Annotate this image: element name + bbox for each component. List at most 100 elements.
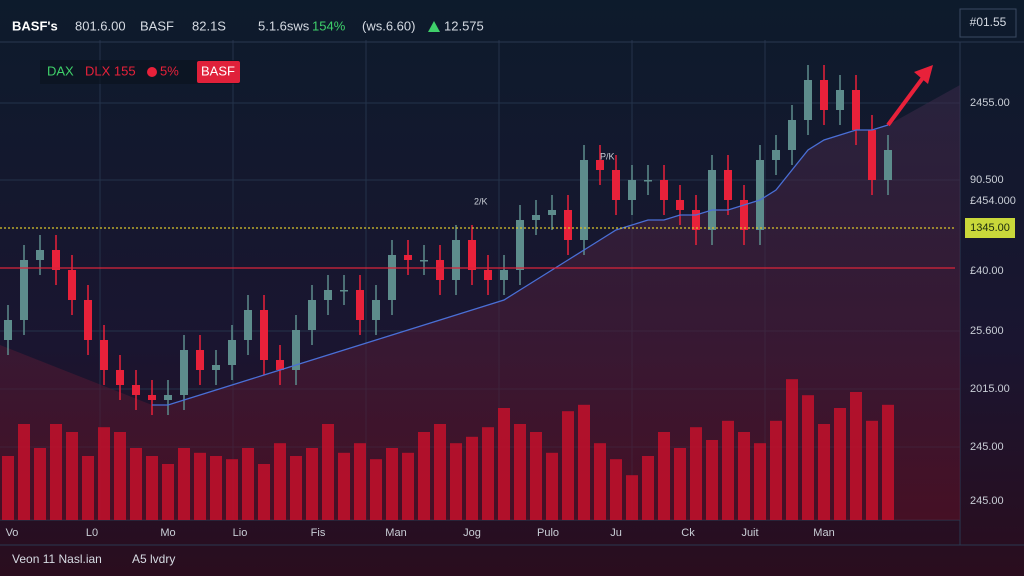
- volume-bar: [338, 452, 350, 520]
- volume-bar: [434, 424, 446, 520]
- x-label: Pulo: [537, 527, 559, 539]
- trend-arrow: [886, 73, 927, 127]
- axis-label: £454.000: [970, 195, 1016, 207]
- footer-item: Veon 11 Nasl.ian: [12, 552, 102, 566]
- level-label: 1345.00: [970, 222, 1010, 234]
- volume-bar: [866, 420, 878, 520]
- candle-body: [324, 290, 332, 300]
- volume-bar: [82, 456, 94, 520]
- annotation: P/K: [600, 151, 615, 161]
- volume-bar: [818, 424, 830, 520]
- candle-body: [724, 170, 732, 200]
- volume-bar: [514, 424, 526, 520]
- candle-body: [548, 210, 556, 215]
- candle-body: [596, 160, 604, 170]
- candle-body: [500, 270, 508, 280]
- volume-bar: [450, 443, 462, 520]
- x-label: Man: [813, 527, 834, 539]
- volume-bar: [674, 448, 686, 520]
- ma-line: [152, 124, 889, 406]
- axis-label: £40.00: [970, 265, 1004, 277]
- legend-item: 5%: [160, 63, 179, 78]
- corner-label: #01.55: [970, 15, 1007, 29]
- volume-bar: [210, 456, 222, 520]
- candle-body: [644, 180, 652, 182]
- candle-body: [404, 255, 412, 260]
- candle-body: [52, 250, 60, 270]
- volume-bar: [306, 448, 318, 520]
- volume-bar: [786, 379, 798, 520]
- axis-label: 2455.00: [970, 97, 1010, 109]
- volume-bar: [466, 436, 478, 520]
- candle-body: [292, 330, 300, 370]
- candle-body: [148, 395, 156, 400]
- candle-body: [628, 180, 636, 200]
- volume-bar: [34, 448, 46, 520]
- header-item: 801.6.00: [75, 18, 126, 33]
- volume-bar: [226, 459, 238, 520]
- candle-body: [196, 350, 204, 370]
- volume-bar: [402, 452, 414, 520]
- candle-body: [116, 370, 124, 385]
- candle-body: [372, 300, 380, 320]
- volume-bar: [114, 432, 126, 520]
- candle-body: [852, 90, 860, 130]
- x-label: Vo: [6, 527, 19, 539]
- volume-bar: [706, 440, 718, 520]
- candle-body: [532, 215, 540, 220]
- candle-body: [356, 290, 364, 320]
- ma-area: [0, 85, 960, 520]
- x-label: Juit: [741, 527, 758, 539]
- volume-bar: [546, 452, 558, 520]
- candle-body: [692, 210, 700, 230]
- candle-body: [516, 220, 524, 270]
- candle-body: [436, 260, 444, 280]
- legend-dot: [147, 67, 157, 77]
- x-label: Lio: [233, 527, 248, 539]
- candle-body: [420, 260, 428, 262]
- candle-body: [836, 90, 844, 110]
- candle-body: [228, 340, 236, 365]
- candle-body: [580, 160, 588, 240]
- axis-label: 245.00: [970, 441, 1004, 453]
- candle-body: [740, 200, 748, 230]
- header-item: 82.1S: [192, 18, 226, 33]
- candle-body: [132, 385, 140, 395]
- candle-body: [276, 360, 284, 370]
- x-label: L0: [86, 527, 98, 539]
- x-label: Man: [385, 527, 406, 539]
- volume-bar: [626, 475, 638, 520]
- volume-bar: [850, 392, 862, 520]
- candle-body: [340, 290, 348, 292]
- candle-body: [68, 270, 76, 300]
- candle-body: [820, 80, 828, 110]
- axis-label: 90.500: [970, 174, 1004, 186]
- candle-body: [484, 270, 492, 280]
- annotation: 2/K: [474, 196, 488, 206]
- candle-body: [884, 150, 892, 180]
- x-label: Mo: [160, 527, 175, 539]
- volume-bar: [482, 427, 494, 520]
- volume-bar: [770, 420, 782, 520]
- candle-body: [772, 150, 780, 160]
- up-arrow-icon: [428, 21, 440, 32]
- volume-bar: [50, 424, 62, 520]
- candle-body: [868, 130, 876, 180]
- volume-bar: [754, 443, 766, 520]
- volume-bar: [322, 424, 334, 520]
- legend-item: DLX 155: [85, 63, 136, 78]
- volume-bar: [130, 448, 142, 520]
- legend-item: DAX: [47, 63, 74, 78]
- volume-bar: [146, 456, 158, 520]
- volume-bar: [386, 448, 398, 520]
- volume-bar: [642, 456, 654, 520]
- volume-bar: [258, 464, 270, 520]
- volume-bar: [178, 448, 190, 520]
- volume-bar: [594, 443, 606, 520]
- volume-bar: [290, 456, 302, 520]
- header-item: BASF: [140, 18, 174, 33]
- volume-bar: [834, 408, 846, 520]
- volume-bar: [738, 432, 750, 520]
- volume-bar: [274, 443, 286, 520]
- legend-item: BASF: [201, 63, 235, 78]
